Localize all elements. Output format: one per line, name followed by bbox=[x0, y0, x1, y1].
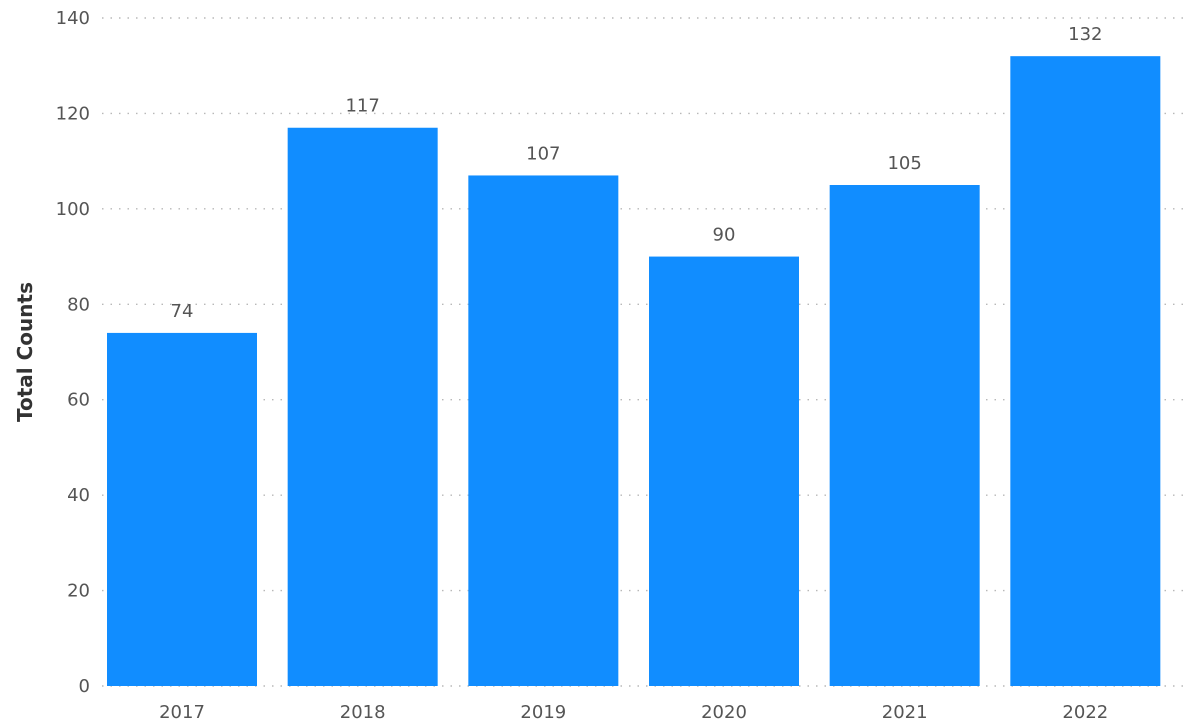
data-label-2022: 132 bbox=[1068, 24, 1102, 45]
y-tick-label: 20 bbox=[67, 581, 90, 602]
y-tick-label: 80 bbox=[67, 294, 90, 315]
x-tick-label: 2020 bbox=[701, 702, 747, 723]
x-axis-ticks: 2017 2018 2019 2020 2021 2022 bbox=[159, 702, 1108, 723]
x-tick-label: 2017 bbox=[159, 702, 205, 723]
y-tick-label: 100 bbox=[56, 199, 90, 220]
bar-2019 bbox=[468, 175, 619, 686]
bar-2018 bbox=[287, 127, 438, 686]
y-tick-label: 0 bbox=[79, 676, 90, 697]
data-label-2017: 74 bbox=[171, 301, 194, 322]
x-tick-label: 2021 bbox=[882, 702, 928, 723]
x-tick-label: 2022 bbox=[1062, 702, 1108, 723]
bar-2017 bbox=[107, 332, 257, 686]
y-tick-label: 120 bbox=[56, 103, 90, 124]
data-label-2020: 90 bbox=[713, 225, 736, 246]
x-tick-label: 2018 bbox=[340, 702, 386, 723]
x-tick-label: 2019 bbox=[520, 702, 566, 723]
y-axis-title: Total Counts bbox=[13, 282, 37, 422]
y-axis-ticks: 0 20 40 60 80 100 120 140 bbox=[56, 8, 90, 697]
data-labels: 74 117 107 90 105 132 bbox=[171, 24, 1103, 322]
bar-2021 bbox=[829, 185, 980, 686]
y-tick-label: 140 bbox=[56, 8, 90, 29]
data-label-2018: 117 bbox=[345, 96, 379, 117]
bar-2022 bbox=[1010, 56, 1161, 686]
data-label-2019: 107 bbox=[526, 143, 560, 164]
y-tick-label: 40 bbox=[67, 485, 90, 506]
bars bbox=[107, 56, 1161, 686]
bar-2020 bbox=[649, 256, 799, 686]
y-tick-label: 60 bbox=[67, 390, 90, 411]
data-label-2021: 105 bbox=[887, 153, 921, 174]
